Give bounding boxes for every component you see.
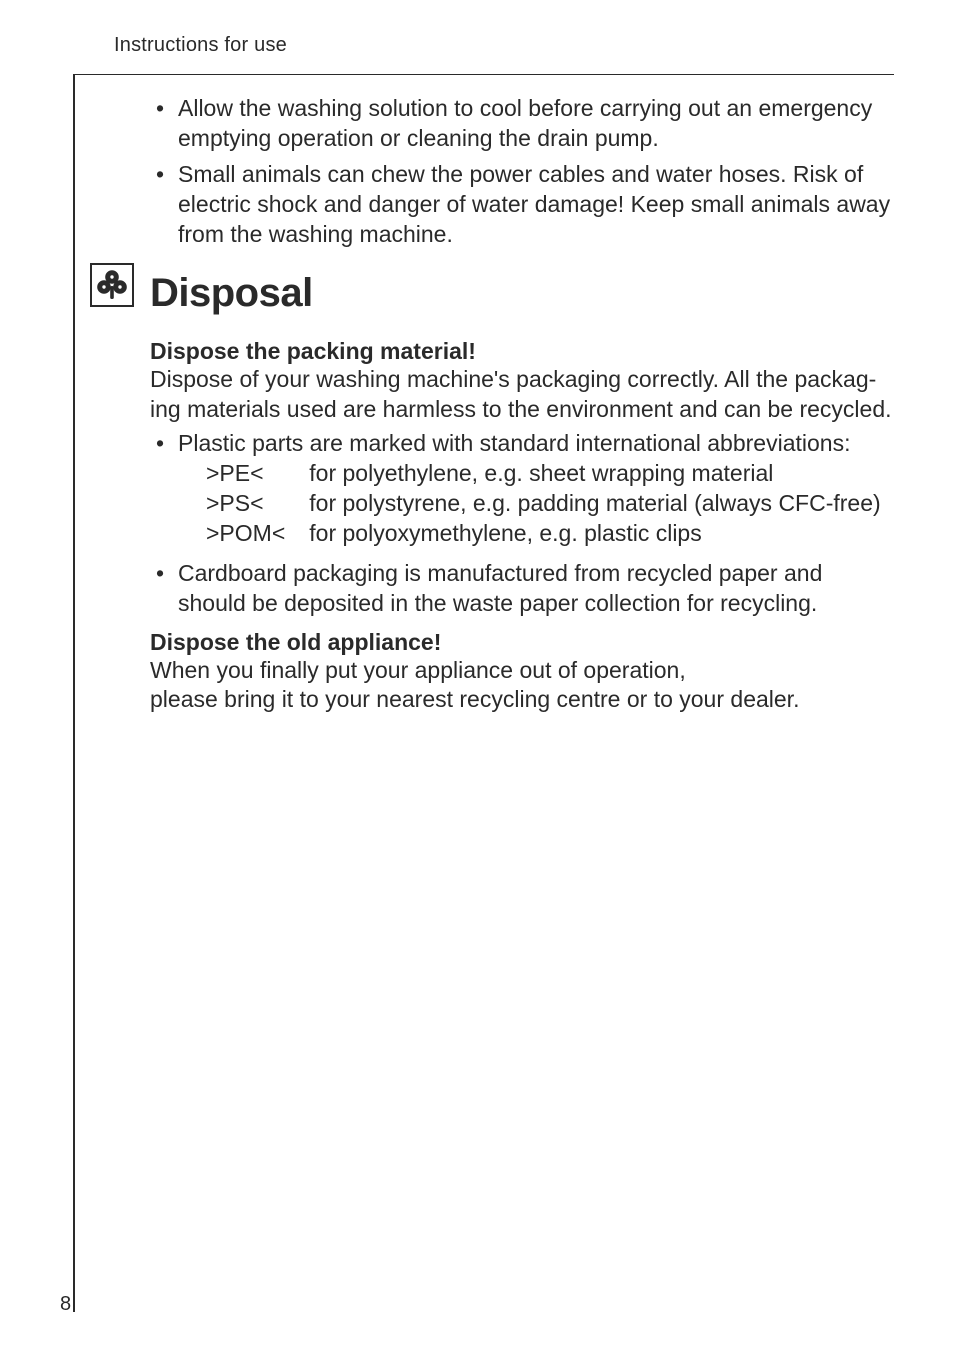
left-rule	[73, 74, 75, 1312]
bullet-lead: Plastic parts are marked with standard i…	[178, 430, 850, 456]
abbr-code: >POM<	[206, 519, 309, 549]
abbr-desc: for polystyrene, e.g. padding material (…	[309, 489, 880, 519]
bullet-lead: Cardboard packaging is manufactured from…	[178, 560, 822, 616]
page-number: 8	[60, 1293, 71, 1316]
table-row: >PS< for polystyrene, e.g. padding mater…	[206, 489, 881, 519]
subsection-heading: Dispose the old appliance!	[150, 629, 894, 656]
abbr-code: >PS<	[206, 489, 309, 519]
running-head-text: Instructions for use	[114, 34, 894, 57]
paragraph-line: When you finally put your appliance out …	[150, 656, 894, 686]
table-row: >PE< for polyethylene, e.g. sheet wrappi…	[206, 459, 881, 489]
paragraph-line: please bring it to your nearest recyclin…	[150, 685, 894, 715]
paragraph: Dispose of your washing machine's packag…	[150, 365, 894, 425]
abbr-code: >PE<	[206, 459, 309, 489]
manual-page: Instructions for use Allow the washing s…	[0, 0, 954, 1352]
top-rule	[73, 74, 894, 75]
section-title: Disposal	[150, 271, 894, 316]
abbr-desc: for polyethylene, e.g. sheet wrapping ma…	[309, 459, 880, 489]
clover-icon	[90, 263, 134, 307]
bullet-item: Cardboard packaging is manufactured from…	[150, 559, 894, 619]
bullet-item: Small animals can chew the power cables …	[150, 160, 894, 250]
bullet-item: Plastic parts are marked with standard i…	[150, 429, 894, 549]
subsection-heading: Dispose the packing material!	[150, 338, 894, 365]
abbreviation-table: >PE< for polyethylene, e.g. sheet wrappi…	[206, 459, 881, 549]
page-header: Instructions for use	[114, 34, 894, 57]
abbr-desc: for polyoxymethylene, e.g. plastic clips	[309, 519, 880, 549]
table-row: >POM< for polyoxymethylene, e.g. plastic…	[206, 519, 881, 549]
recycling-bullet-list: Plastic parts are marked with standard i…	[150, 429, 894, 618]
page-content: Allow the washing solution to cool befor…	[150, 94, 894, 719]
bullet-item: Allow the washing solution to cool befor…	[150, 94, 894, 154]
top-bullet-list: Allow the washing solution to cool befor…	[150, 94, 894, 249]
